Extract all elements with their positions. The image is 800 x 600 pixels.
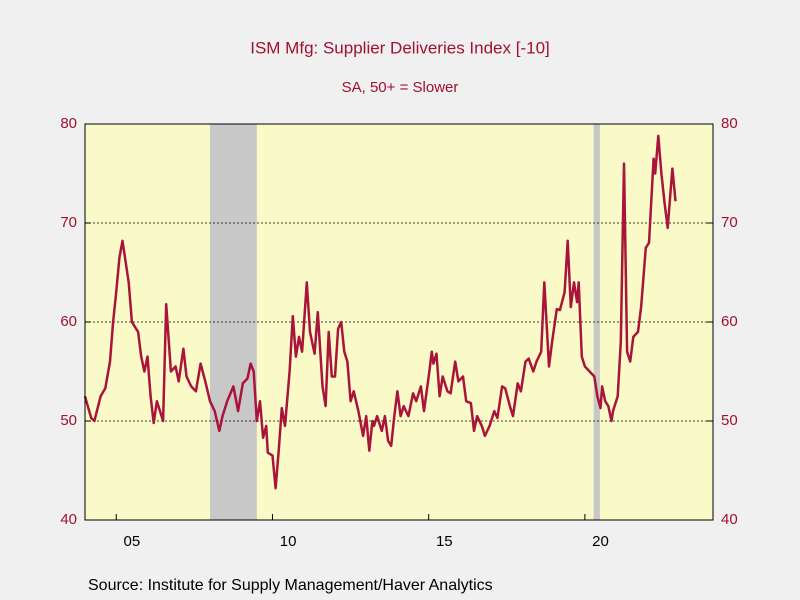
- y-tick-label: 50: [60, 412, 77, 429]
- x-tick-label: 10: [280, 533, 297, 550]
- y2-tick-label: 60: [721, 313, 738, 330]
- y2-tick-label: 70: [721, 214, 738, 231]
- y-tick-label: 60: [60, 313, 77, 330]
- y-tick-label: 70: [60, 214, 77, 231]
- y2-tick-label: 50: [721, 412, 738, 429]
- plot-frame: [84, 123, 714, 521]
- chart-subtitle: SA, 50+ = Slower: [342, 79, 459, 96]
- y-tick-label: 80: [60, 115, 77, 132]
- chart-title: ISM Mfg: Supplier Deliveries Index [-10]: [250, 38, 550, 57]
- x-tick-label: 20: [592, 533, 609, 550]
- y2-tick-label: 80: [721, 115, 738, 132]
- x-tick-label: 05: [124, 533, 141, 550]
- x-tick-label: 15: [436, 533, 453, 550]
- series-line: [83, 134, 677, 490]
- recession-band: [593, 124, 600, 520]
- y2-tick-label: 40: [721, 511, 738, 528]
- source-note: Source: Institute for Supply Management/…: [88, 577, 493, 594]
- y-tick-label: 40: [60, 511, 77, 528]
